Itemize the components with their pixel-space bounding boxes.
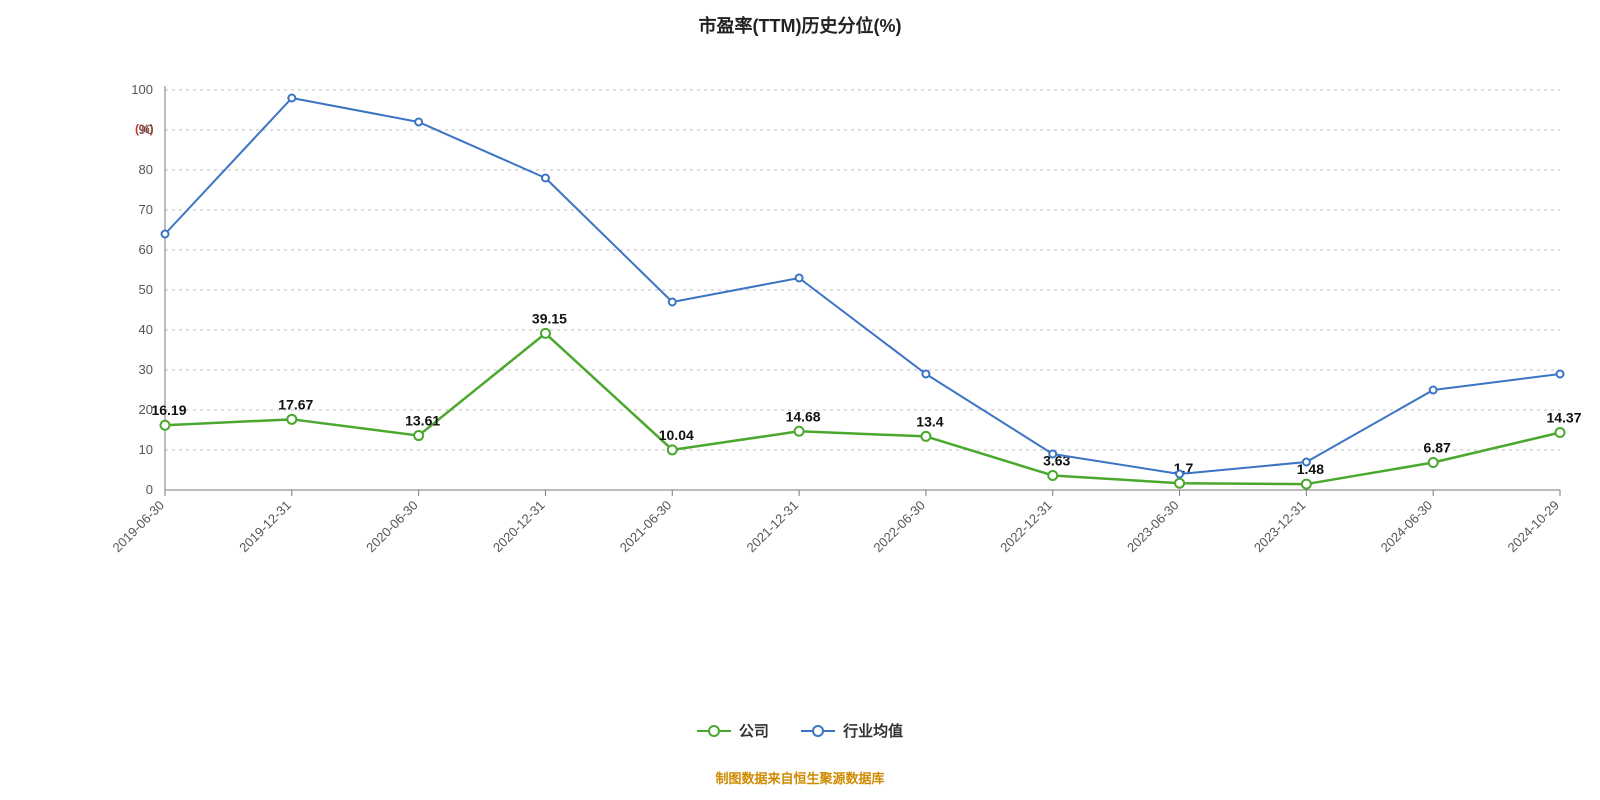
svg-text:2021-06-30: 2021-06-30	[617, 498, 675, 556]
chart-canvas: 01020304050607080901002019-06-302019-12-…	[0, 0, 1600, 800]
source-note: 制图数据来自恒生聚源数据库	[0, 768, 1600, 787]
svg-text:14.37: 14.37	[1546, 410, 1581, 426]
svg-text:10.04: 10.04	[659, 427, 694, 443]
svg-text:17.67: 17.67	[278, 396, 313, 412]
legend-label-company: 公司	[739, 720, 769, 741]
svg-text:30: 30	[139, 362, 153, 377]
svg-text:50: 50	[139, 282, 153, 297]
pe-ttm-percentile-chart: 市盈率(TTM)历史分位(%) (%) 01020304050607080901…	[0, 0, 1600, 800]
svg-text:2019-06-30: 2019-06-30	[109, 498, 167, 556]
svg-text:13.61: 13.61	[405, 413, 440, 429]
svg-text:2020-06-30: 2020-06-30	[363, 498, 421, 556]
svg-text:2023-06-30: 2023-06-30	[1124, 498, 1182, 556]
svg-text:2022-12-31: 2022-12-31	[997, 498, 1055, 556]
svg-text:60: 60	[139, 242, 153, 257]
legend-item-industry: 行业均值	[801, 720, 903, 741]
svg-text:14.68: 14.68	[786, 408, 821, 424]
svg-text:2024-10-29: 2024-10-29	[1504, 498, 1562, 556]
legend-marker-industry	[801, 724, 835, 738]
svg-text:80: 80	[139, 162, 153, 177]
svg-text:16.19: 16.19	[151, 402, 186, 418]
svg-text:2020-12-31: 2020-12-31	[490, 498, 548, 556]
svg-text:2024-06-30: 2024-06-30	[1378, 498, 1436, 556]
svg-text:2021-12-31: 2021-12-31	[744, 498, 802, 556]
svg-text:0: 0	[146, 482, 153, 497]
svg-text:39.15: 39.15	[532, 310, 567, 326]
svg-text:2023-12-31: 2023-12-31	[1251, 498, 1309, 556]
svg-text:40: 40	[139, 322, 153, 337]
svg-text:10: 10	[139, 442, 153, 457]
svg-text:90: 90	[139, 122, 153, 137]
svg-text:13.4: 13.4	[916, 413, 943, 429]
svg-text:70: 70	[139, 202, 153, 217]
svg-text:2022-06-30: 2022-06-30	[870, 498, 928, 556]
legend-label-industry: 行业均值	[843, 720, 903, 741]
legend-marker-company	[697, 724, 731, 738]
svg-text:6.87: 6.87	[1424, 440, 1451, 456]
svg-text:2019-12-31: 2019-12-31	[236, 498, 294, 556]
svg-text:100: 100	[131, 82, 153, 97]
legend-item-company: 公司	[697, 720, 769, 741]
legend: 公司 行业均值	[0, 720, 1600, 742]
